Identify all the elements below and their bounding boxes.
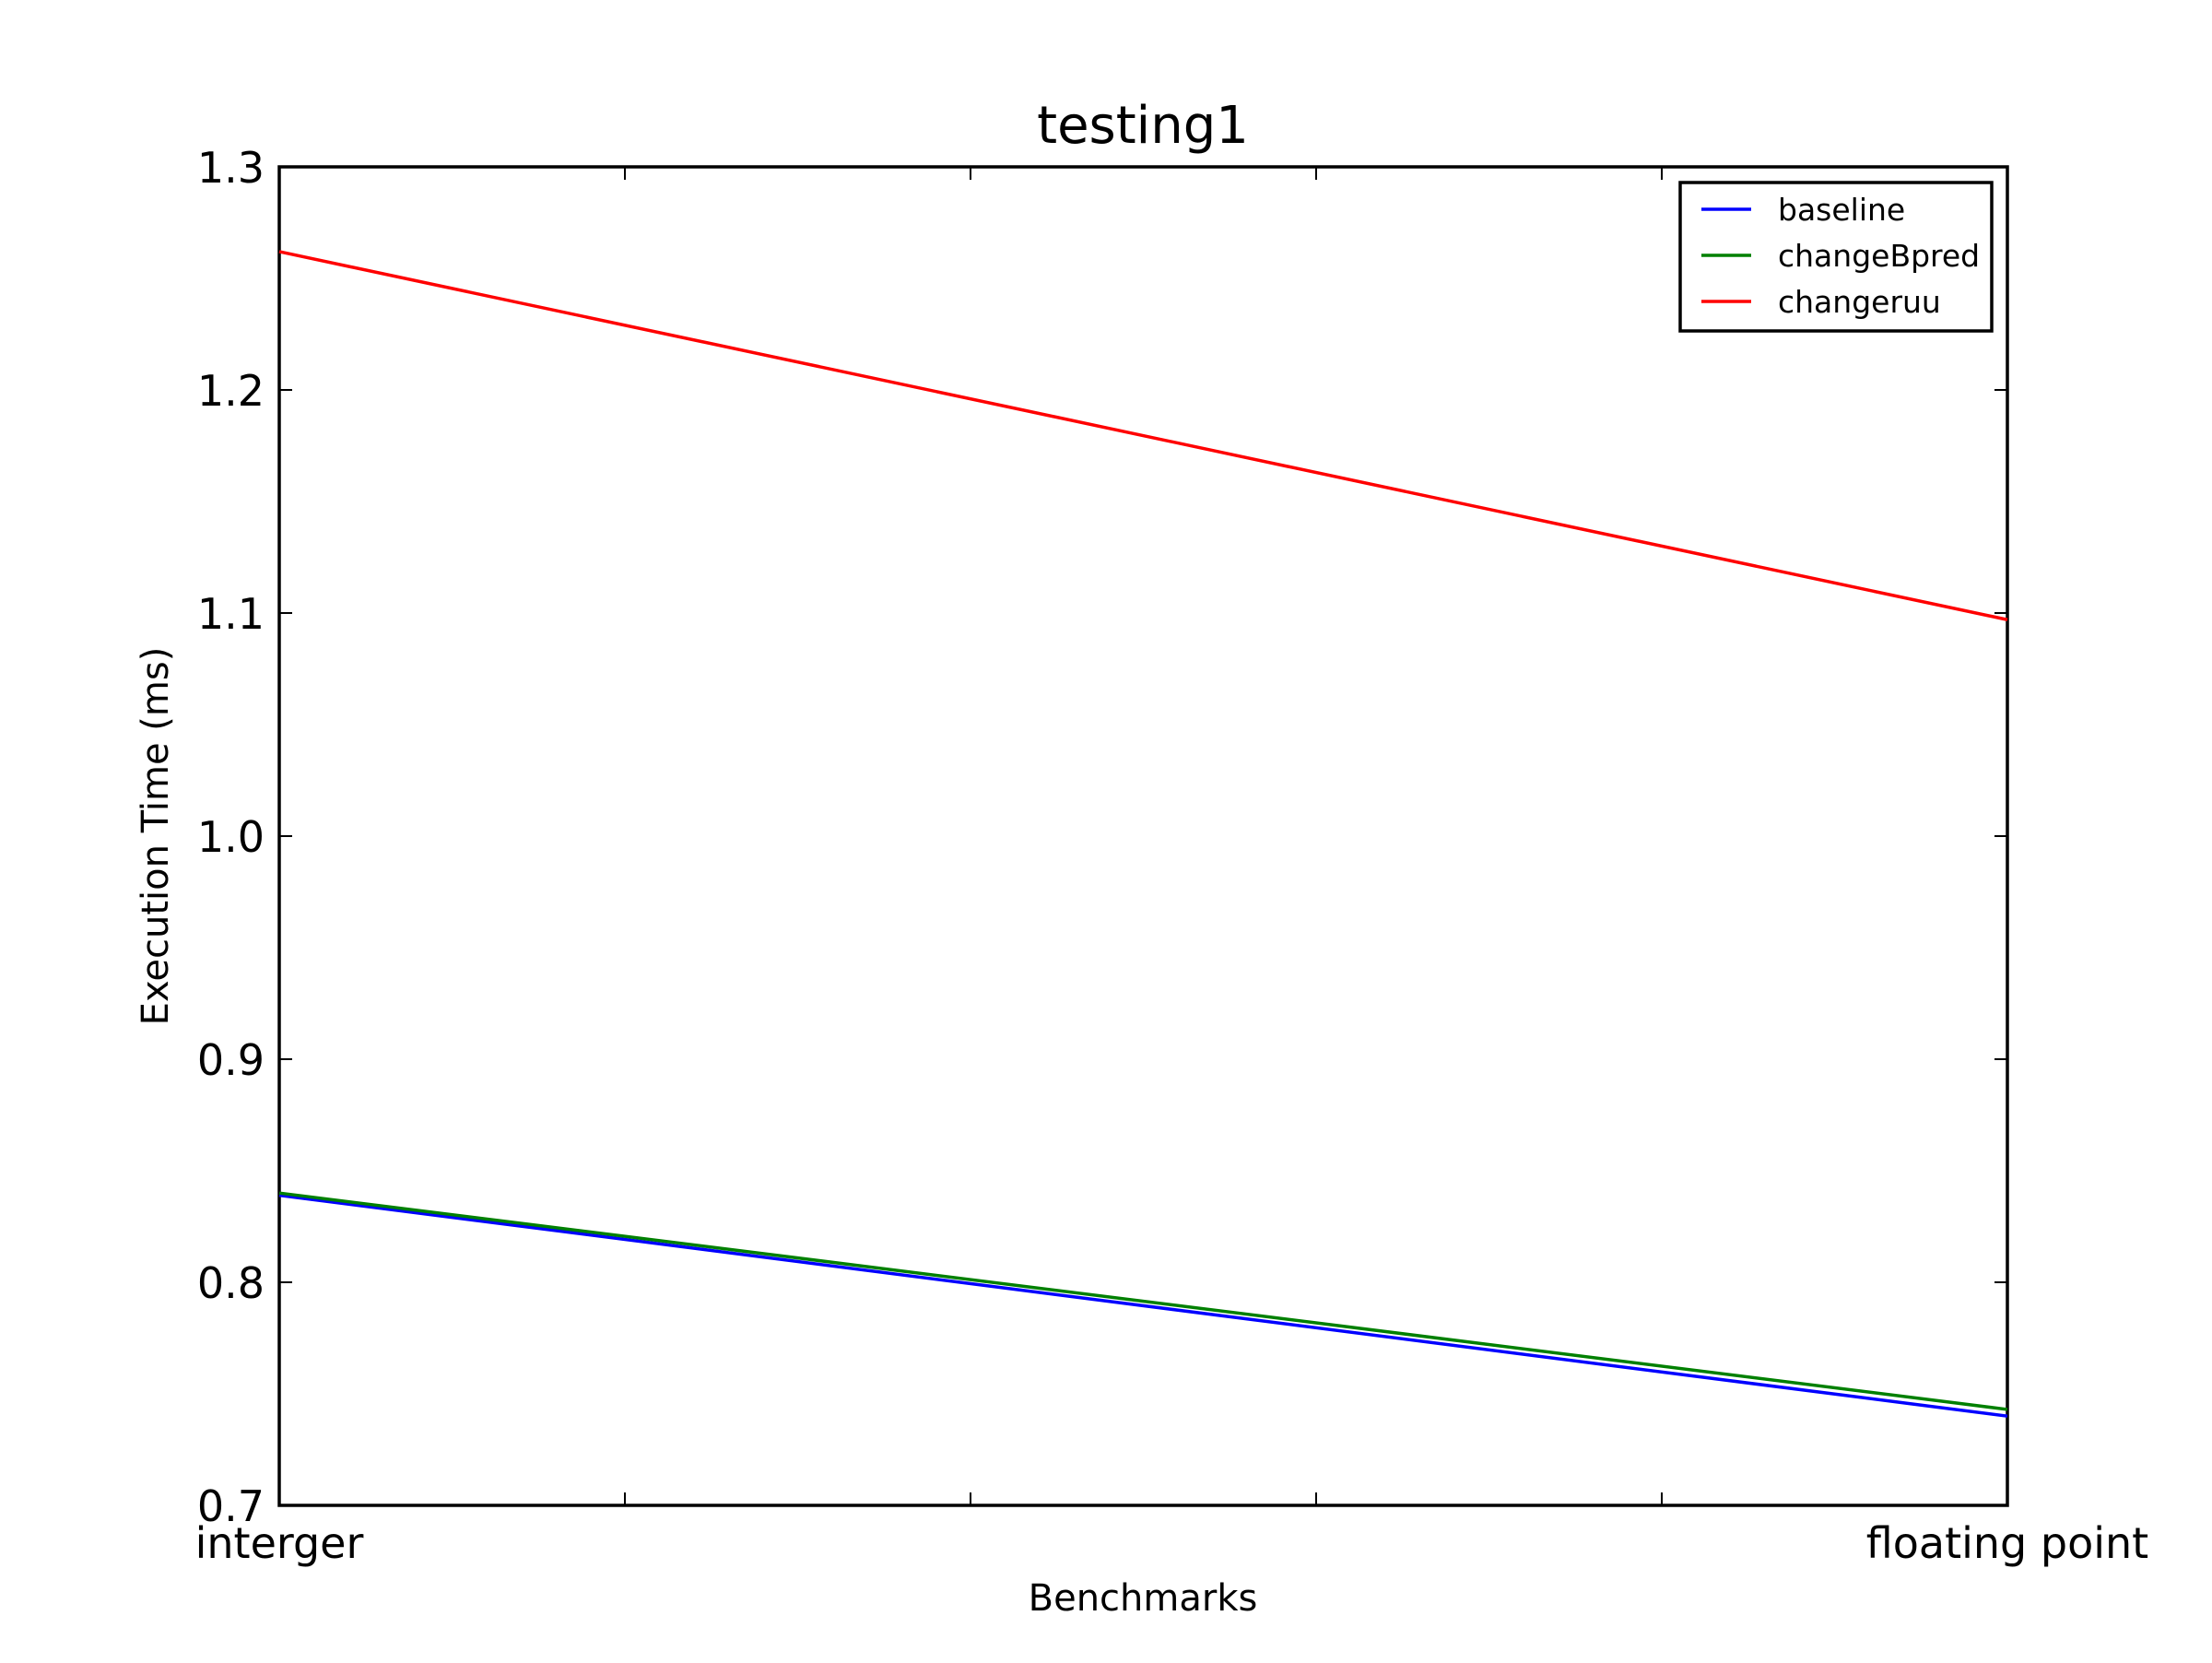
axes-layer: 0.7 0.8 0.9 1.0 1.1 1.2 1.3 interger floating po… <box>195 143 2149 1568</box>
x-tick-label: interger <box>195 1518 364 1568</box>
y-tick-label: 1.0 <box>197 812 265 862</box>
legend-label-baseline: baseline <box>1778 192 1905 228</box>
legend-label-changeBpred: changeBpred <box>1778 238 1980 274</box>
y-tick-label: 0.8 <box>197 1258 265 1308</box>
legend-label-changeruu: changeruu <box>1778 284 1941 320</box>
series-line-changeruu <box>278 250 2008 621</box>
x-axis-label: Benchmarks <box>1029 1577 1258 1620</box>
series-line-baseline <box>278 1193 2008 1418</box>
x-tick-label: floating point <box>1866 1518 2148 1568</box>
series-line-changeBpred <box>278 1191 2008 1411</box>
y-tick-label: 1.2 <box>197 366 265 416</box>
legend: baseline changeBpred changeruu <box>1678 181 1994 333</box>
y-tick-label: 0.9 <box>197 1035 265 1085</box>
chart-title: testing1 <box>1037 96 1249 156</box>
y-tick-label: 1.1 <box>197 589 265 639</box>
y-tick-label: 1.3 <box>197 143 265 193</box>
y-tick-label: 0.7 <box>197 1481 265 1531</box>
y-axis-label: Execution Time (ms) <box>135 647 177 1026</box>
series-layer <box>278 250 2008 1418</box>
